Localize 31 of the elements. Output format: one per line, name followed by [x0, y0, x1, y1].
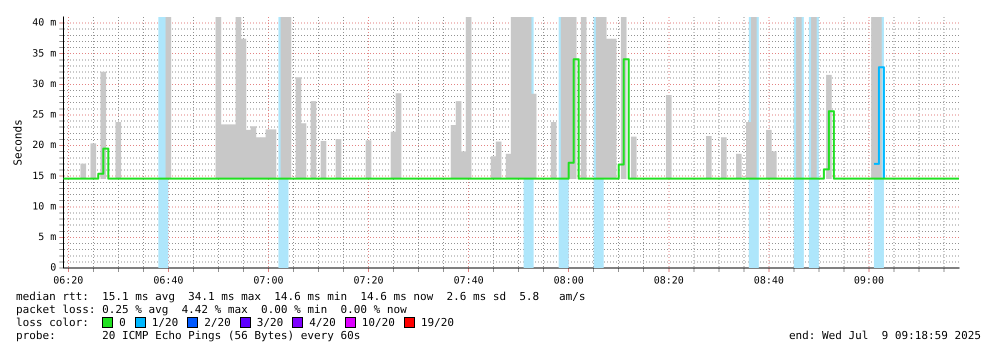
- y-tick-label: 35 m: [32, 48, 56, 60]
- legend-label: 2/20: [204, 316, 231, 329]
- x-tick-label: 07:00: [253, 276, 284, 287]
- y-tick-label: 40 m: [32, 18, 56, 29]
- x-tick-label: 06:40: [153, 276, 184, 287]
- legend-label: 1/20: [152, 316, 178, 329]
- legend-label: 3/20: [256, 316, 284, 329]
- text: median rtt: 15.1 ms avg 34.1 ms max 14.6 ms min 14.6 ms now 2.6 ms sd 5.8 am/s: [16, 290, 587, 303]
- legend-label: 4/20: [309, 316, 336, 329]
- text: end: Wed Jul 9 09:18:59 2025: [788, 329, 981, 342]
- x-tick-label: 09:00: [854, 276, 884, 287]
- y-tick-label: 20 m: [32, 140, 56, 152]
- x-tick-label: 08:20: [654, 276, 684, 287]
- x-tick-label: 06:20: [53, 276, 84, 287]
- y-tick-label: 25 m: [32, 110, 56, 121]
- y-tick-label: 30 m: [32, 78, 56, 90]
- x-tick-label: 08:40: [754, 276, 784, 287]
- text: probe: 20 ICMP Echo Pings (56 Bytes) every 60s: [16, 329, 360, 342]
- legend-title: loss color:: [16, 316, 89, 329]
- legend-label: 10/20: [362, 316, 395, 329]
- text: packet loss: 0.25 % avg 4.42 % max 0.00 % min 0.00 % now: [16, 303, 408, 316]
- y-tick-label: 10 m: [32, 201, 56, 212]
- legend-label: 0: [119, 316, 126, 329]
- y-tick-label: 15 m: [32, 170, 56, 182]
- y-axis-title: Seconds: [11, 119, 24, 166]
- x-tick-label: 07:40: [454, 276, 484, 287]
- x-tick-label: 08:00: [554, 276, 584, 287]
- y-tick-label: 5 m: [38, 232, 56, 243]
- y-tick-label: 0: [50, 262, 56, 274]
- legend-label: 19/20: [420, 316, 454, 329]
- x-tick-label: 07:20: [353, 276, 384, 287]
